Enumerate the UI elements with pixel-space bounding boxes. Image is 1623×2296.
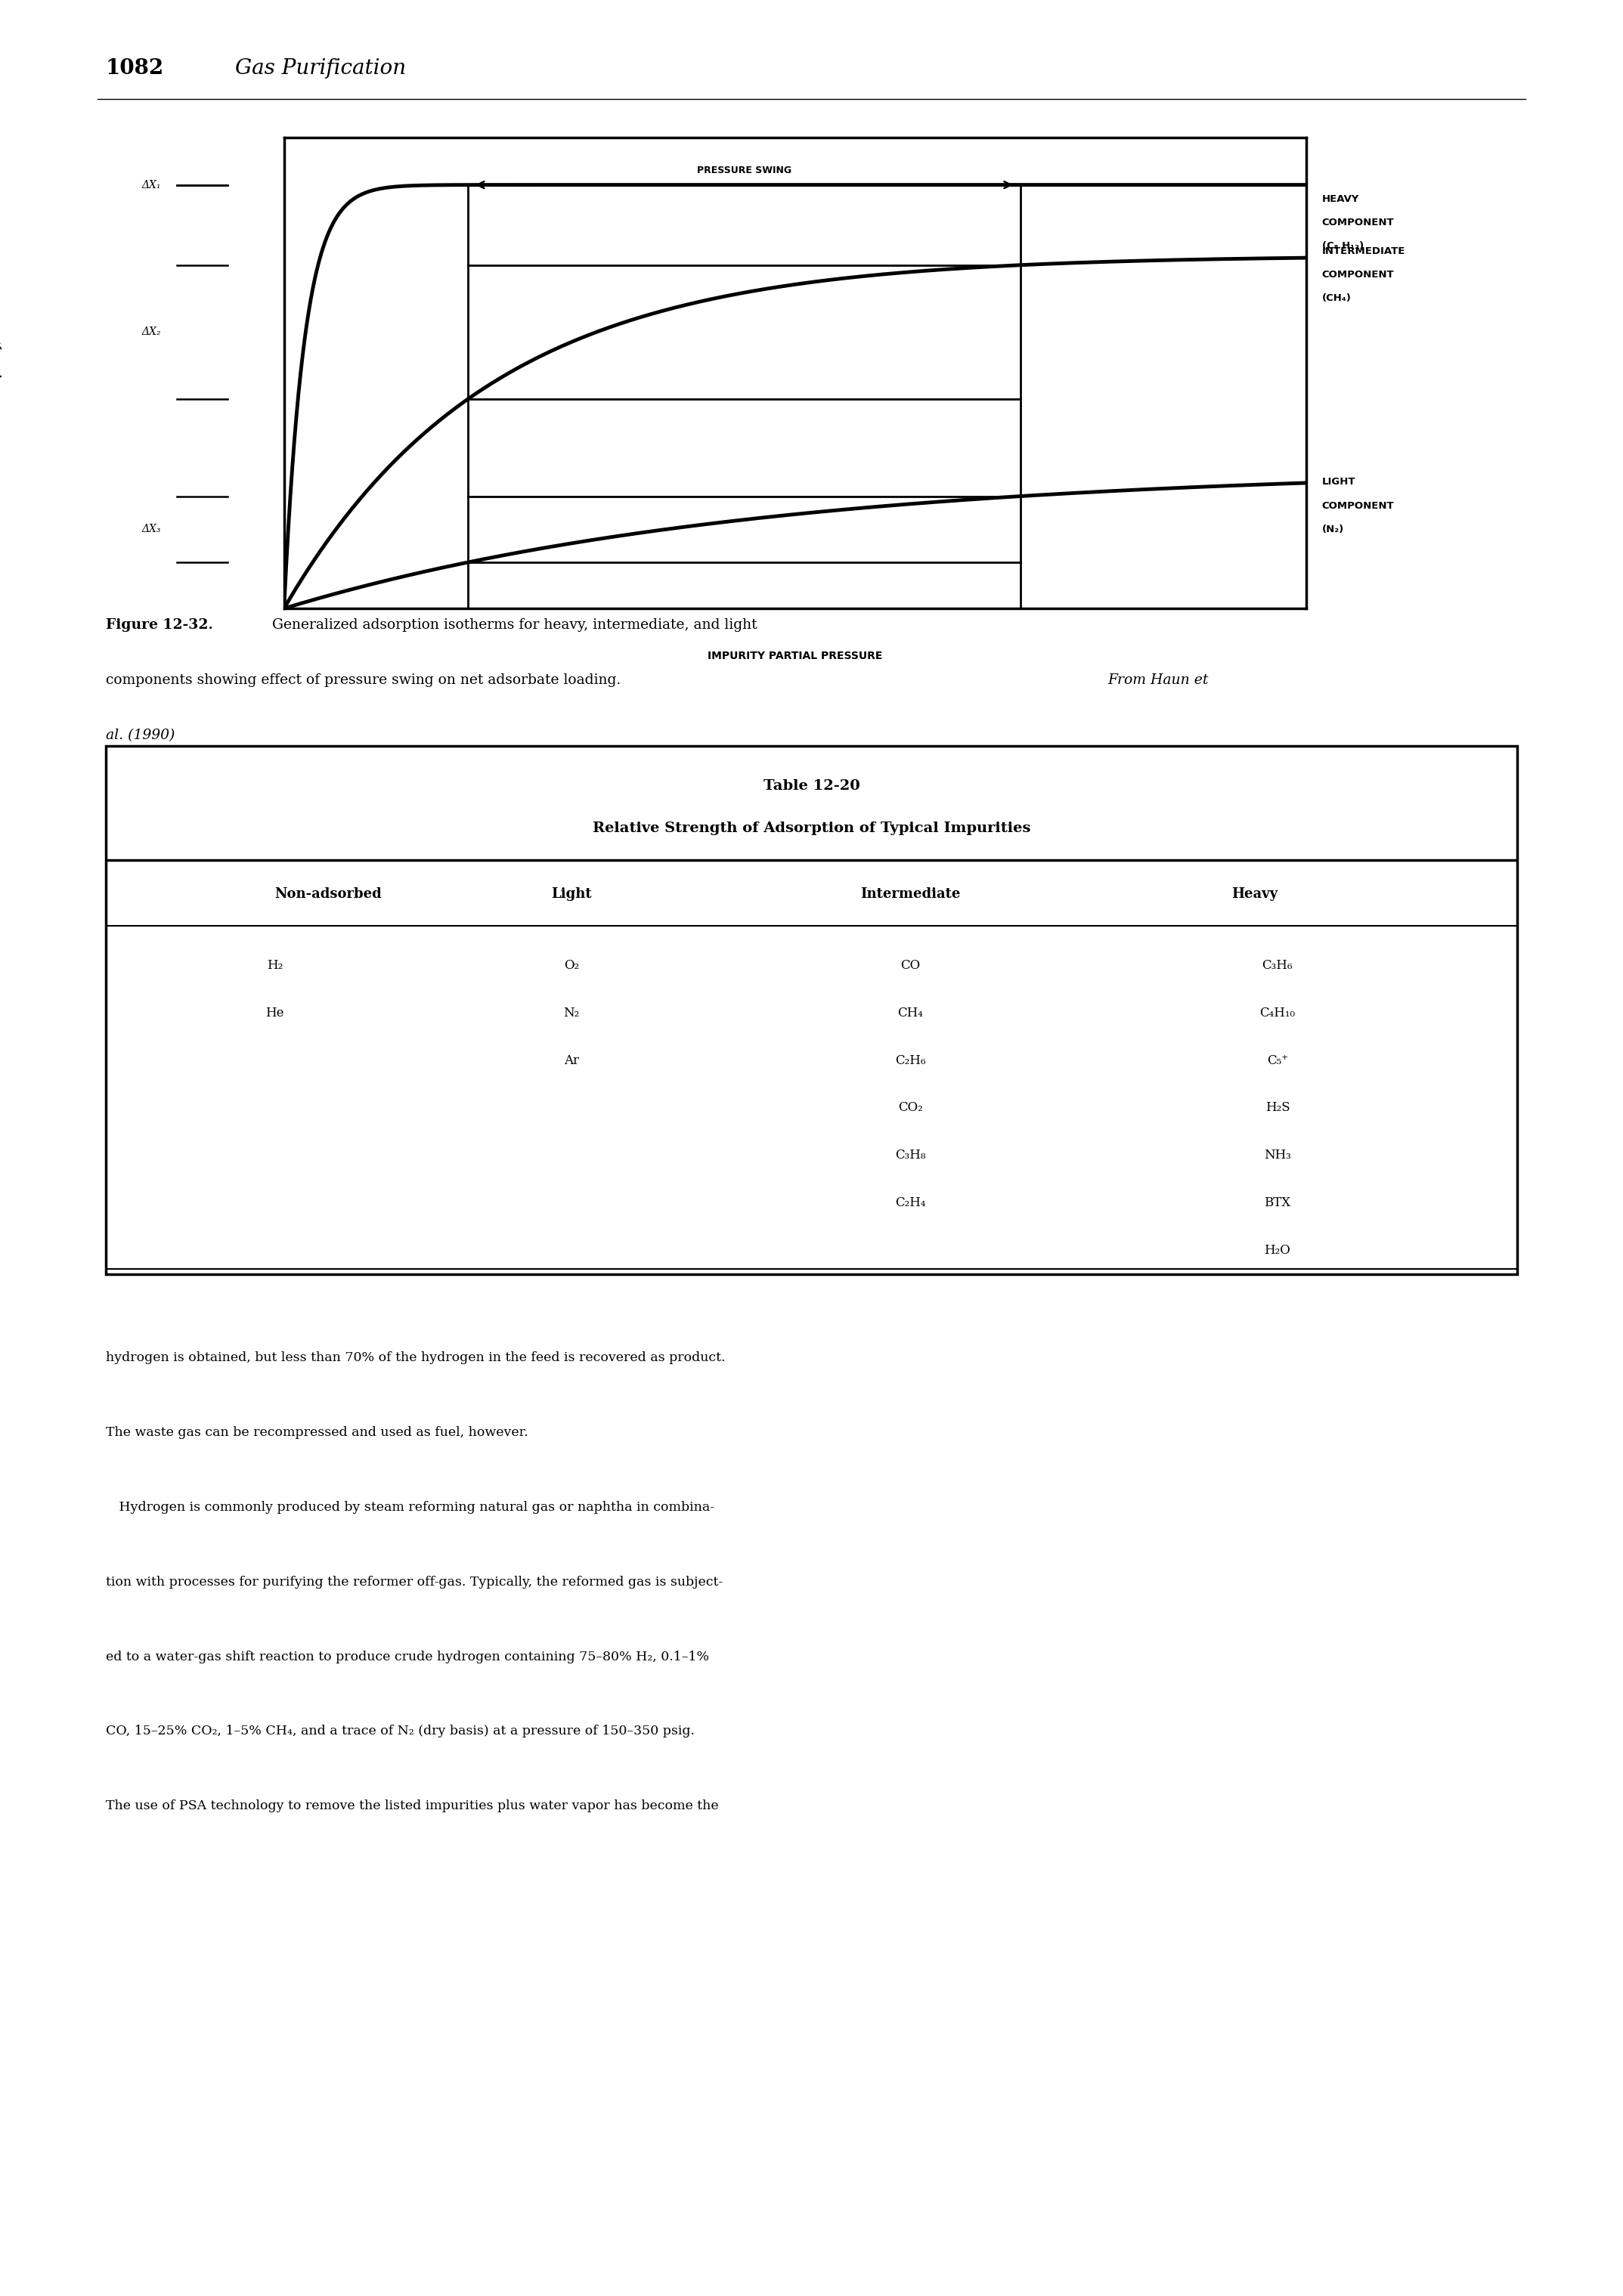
Text: CO: CO (901, 960, 920, 971)
Text: ΔX₃: ΔX₃ (143, 523, 161, 535)
Text: hydrogen is obtained, but less than 70% of the hydrogen in the feed is recovered: hydrogen is obtained, but less than 70% … (105, 1350, 725, 1364)
Text: NH₃: NH₃ (1264, 1148, 1290, 1162)
Text: From Haun et: From Haun et (1109, 673, 1209, 687)
Text: C₂H₄: C₂H₄ (894, 1196, 925, 1210)
Text: Light: Light (552, 886, 592, 900)
Text: (CH₄): (CH₄) (1321, 294, 1352, 303)
Text: Hydrogen is commonly produced by steam reforming natural gas or naphtha in combi: Hydrogen is commonly produced by steam r… (105, 1502, 714, 1513)
Text: ΔX₂: ΔX₂ (143, 326, 161, 338)
Text: (C₈ H₁₂): (C₈ H₁₂) (1321, 241, 1363, 250)
Text: Intermediate: Intermediate (860, 886, 961, 900)
Text: The waste gas can be recompressed and used as fuel, however.: The waste gas can be recompressed and us… (105, 1426, 527, 1440)
Text: COMPONENT: COMPONENT (1321, 218, 1394, 227)
Text: tion with processes for purifying the reformer off-gas. Typically, the reformed : tion with processes for purifying the re… (105, 1575, 722, 1589)
Text: Table 12-20: Table 12-20 (763, 778, 860, 792)
Text: PRESSURE SWING: PRESSURE SWING (696, 165, 792, 174)
Text: O₂: O₂ (563, 960, 579, 971)
Text: Non-adsorbed: Non-adsorbed (274, 886, 381, 900)
Text: Ar: Ar (563, 1054, 579, 1068)
Text: HEAVY: HEAVY (1321, 195, 1358, 204)
Text: CH₄: CH₄ (898, 1006, 923, 1019)
Text: (N₂): (N₂) (1321, 523, 1344, 535)
Text: C₃H₈: C₃H₈ (894, 1148, 925, 1162)
Text: H₂S: H₂S (1266, 1102, 1290, 1114)
Text: C₂H₆: C₂H₆ (894, 1054, 925, 1068)
Text: ed to a water-gas shift reaction to produce crude hydrogen containing 75–80% H₂,: ed to a water-gas shift reaction to prod… (105, 1651, 709, 1662)
Text: Wt.-% LOADING (lbs. Impurity/100 lb. adsorbent): Wt.-% LOADING (lbs. Impurity/100 lb. ads… (0, 234, 3, 512)
Text: Heavy: Heavy (1232, 886, 1277, 900)
Text: 1082: 1082 (105, 57, 164, 78)
Text: C₃H₆: C₃H₆ (1263, 960, 1294, 971)
Text: The use of PSA technology to remove the listed impurities plus water vapor has b: The use of PSA technology to remove the … (105, 1800, 719, 1812)
Text: IMPURITY PARTIAL PRESSURE: IMPURITY PARTIAL PRESSURE (708, 650, 883, 661)
Text: ΔX₁: ΔX₁ (143, 179, 161, 191)
Text: COMPONENT: COMPONENT (1321, 269, 1394, 280)
Text: components showing effect of pressure swing on net adsorbate loading.: components showing effect of pressure sw… (105, 673, 625, 687)
Text: LIGHT: LIGHT (1321, 478, 1355, 487)
Text: COMPONENT: COMPONENT (1321, 501, 1394, 510)
Text: INTERMEDIATE: INTERMEDIATE (1321, 246, 1406, 255)
Text: C₅⁺: C₅⁺ (1268, 1054, 1289, 1068)
Text: CO, 15–25% CO₂, 1–5% CH₄, and a trace of N₂ (dry basis) at a pressure of 150–350: CO, 15–25% CO₂, 1–5% CH₄, and a trace of… (105, 1724, 695, 1738)
Text: H₂: H₂ (266, 960, 282, 971)
Text: C₄H₁₀: C₄H₁₀ (1259, 1006, 1295, 1019)
Text: Generalized adsorption isotherms for heavy, intermediate, and light: Generalized adsorption isotherms for hea… (273, 618, 758, 631)
Text: He: He (266, 1006, 284, 1019)
Text: BTX: BTX (1264, 1196, 1290, 1210)
Text: al. (1990): al. (1990) (105, 728, 175, 742)
Text: Gas Purification: Gas Purification (235, 57, 406, 78)
Text: H₂O: H₂O (1264, 1244, 1290, 1256)
Text: Relative Strength of Adsorption of Typical Impurities: Relative Strength of Adsorption of Typic… (592, 822, 1031, 836)
Text: Figure 12-32.: Figure 12-32. (105, 618, 213, 631)
Text: N₂: N₂ (563, 1006, 579, 1019)
Text: CO₂: CO₂ (898, 1102, 923, 1114)
